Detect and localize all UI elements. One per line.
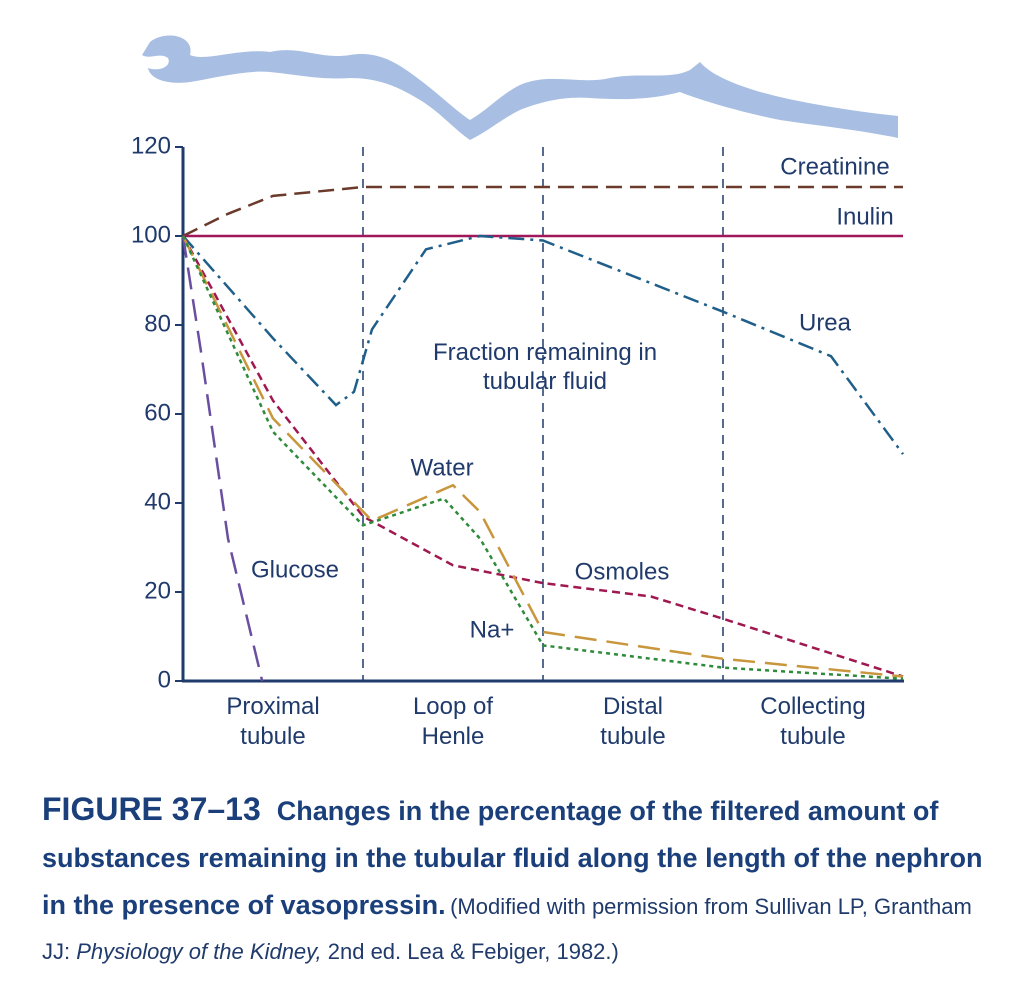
annotation: Fraction remaining in tubular fluid [432,339,658,395]
series-line [181,235,904,681]
caption: FIGURE 37–13 Changes in the percentage of… [42,788,992,976]
figure-label: FIGURE 37–13 [42,791,261,827]
series-label: Creatinine [780,153,889,180]
series-label: Na+ [470,616,515,643]
caption-text: 2nd ed. Lea & Febiger, 1982.) [321,939,619,964]
series-line [181,235,904,678]
series-label: Urea [799,309,852,336]
caption-italic: Physiology of the Kidney, [76,939,322,964]
y-tick-label: 40 [144,488,171,515]
series-label: Glucose [251,556,339,583]
series-label: Osmoles [575,558,670,585]
x-category-label: Proximal tubule [226,693,320,750]
x-category-label: Collecting tubule [760,693,866,750]
x-category-label: Loop of Henle [412,693,494,750]
series-line [182,234,905,455]
y-tick-label: 0 [158,666,171,693]
x-category-label: Distal tubule [600,693,666,750]
y-tick-label: 80 [144,310,171,337]
y-tick-label: 20 [144,577,171,604]
caption-title: Changes in the percentage of the filtere… [42,796,983,920]
series-line [181,235,264,682]
y-tick-label: 100 [131,221,171,248]
series-label: Inulin [836,203,893,230]
caption-text: (Modified with permission from Sullivan … [42,894,972,964]
y-tick-label: 120 [131,132,171,159]
nephron-illustration [142,35,898,140]
series-line [181,235,904,678]
series-label: Water [410,454,473,481]
y-tick-label: 60 [144,399,171,426]
chart: 0 20 40 60 80 100 120 Creatinine Inulin Urea Gluco… [131,35,905,693]
series-line [182,185,903,238]
